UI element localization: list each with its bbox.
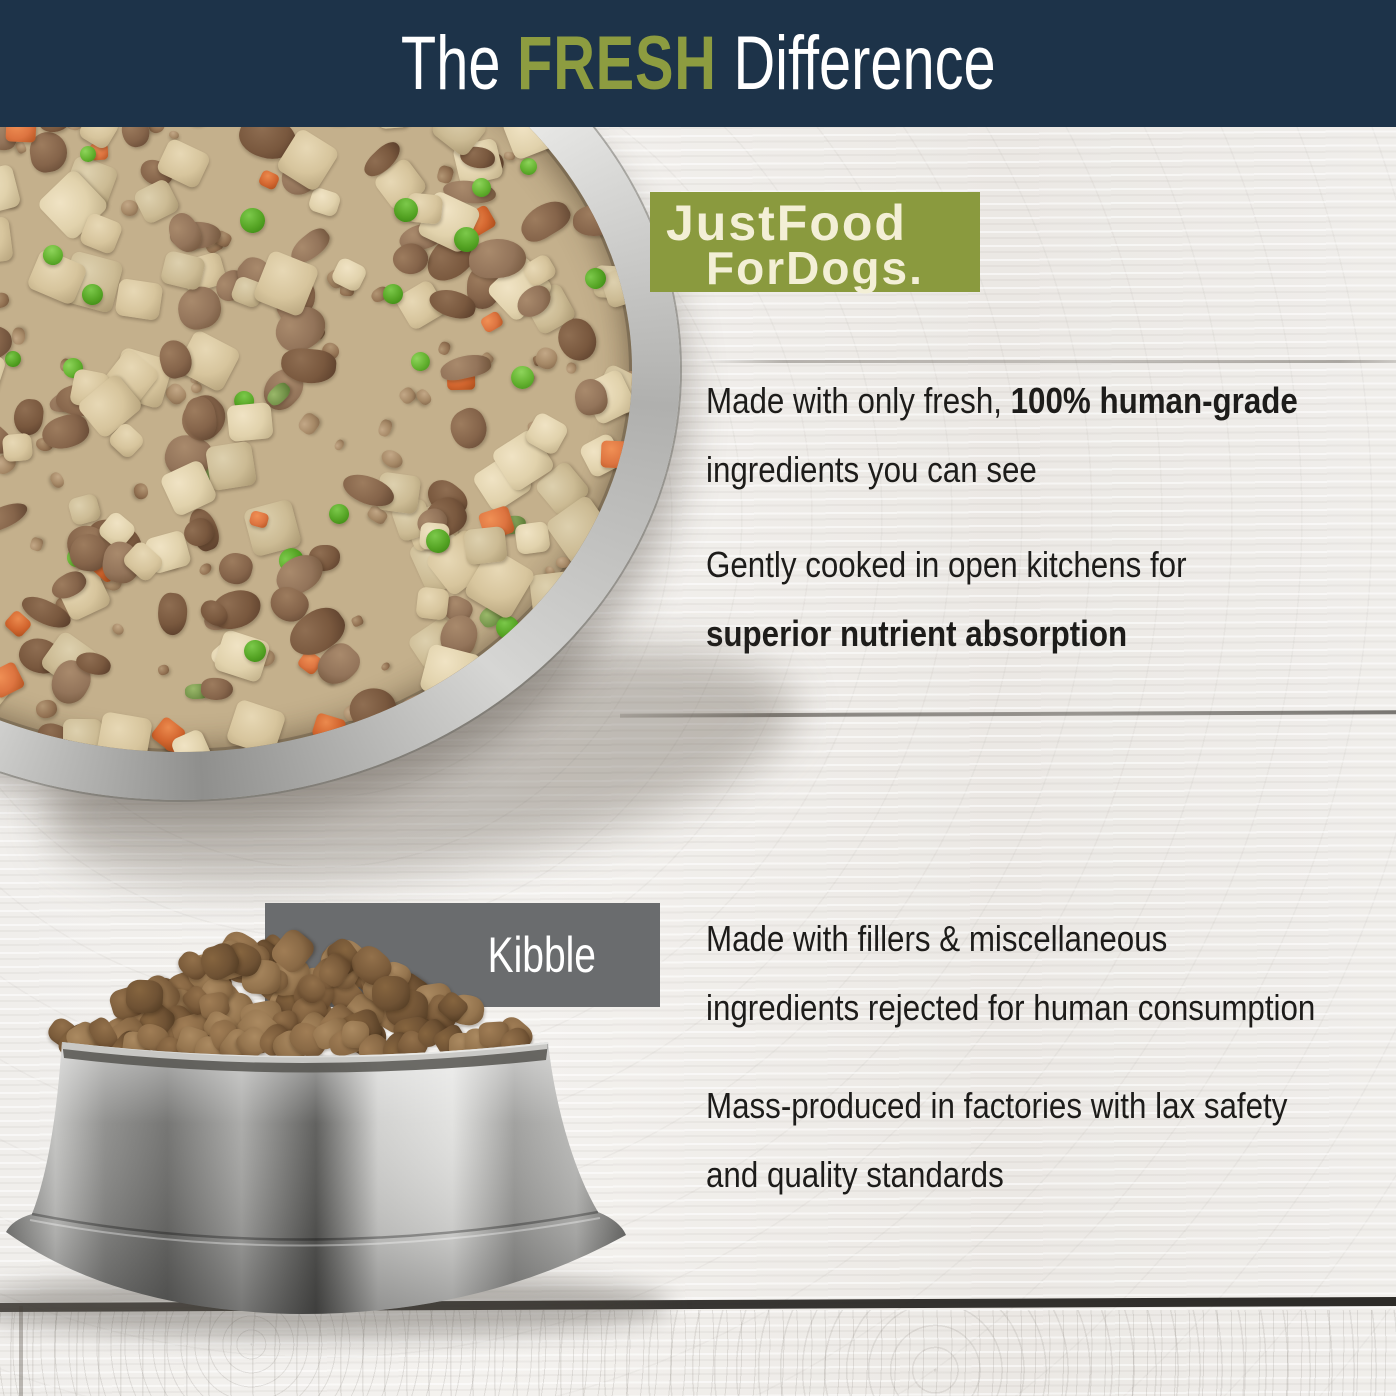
food-piece — [306, 185, 342, 218]
kibble-label: Kibble — [487, 927, 596, 983]
food-piece — [533, 344, 561, 372]
fresh-point-1-bold: 100% human-grade — [1010, 380, 1298, 421]
food-piece — [157, 664, 171, 677]
food-piece — [506, 361, 538, 393]
title-prefix: The — [400, 21, 501, 106]
food-piece — [379, 660, 392, 672]
food-piece — [114, 278, 165, 322]
food-piece — [34, 697, 59, 720]
kibble-point-2-line2: and quality standards — [706, 1154, 1004, 1195]
food-piece — [196, 561, 214, 578]
food-piece — [1, 432, 33, 463]
food-piece — [132, 481, 150, 500]
food-piece — [0, 290, 11, 310]
bowl-foot-crease — [31, 1210, 599, 1241]
food-piece — [529, 570, 580, 616]
food-piece — [495, 615, 521, 641]
food-piece — [573, 204, 621, 237]
food-piece — [296, 410, 322, 438]
food-piece — [444, 403, 495, 455]
food-piece — [514, 193, 576, 248]
kibble-point-1-line2: ingredients rejected for human consumpti… — [706, 987, 1316, 1028]
food-piece — [333, 438, 346, 452]
wood-speckle-texture — [0, 1310, 1396, 1396]
food-piece — [0, 660, 26, 700]
food-piece — [11, 328, 26, 346]
food-piece — [257, 169, 281, 192]
food-piece — [110, 621, 126, 637]
bowl-rim-highlight — [62, 1042, 548, 1063]
food-piece — [216, 549, 256, 589]
food-piece — [463, 526, 508, 565]
food-piece — [226, 401, 274, 442]
food-piece — [48, 470, 67, 491]
fresh-point-2: Gently cooked in open kitchens for superi… — [706, 530, 1367, 668]
food-piece — [0, 215, 14, 266]
kibble-point-2-line1: Mass-produced in factories with lax safe… — [706, 1085, 1288, 1126]
kibble-bowl-photo — [6, 1042, 626, 1314]
bowl-foot-highlight — [29, 1217, 601, 1247]
kibble-point-1-line1: Made with fillers & miscellaneous — [706, 918, 1168, 959]
kibble-point-2: Mass-produced in factories with lax safe… — [706, 1071, 1367, 1209]
fresh-point-1-line2: ingredients you can see — [706, 449, 1037, 490]
food-piece — [565, 362, 578, 375]
food-piece — [94, 711, 153, 752]
page-title: The FRESH Difference — [401, 20, 996, 107]
food-piece — [310, 711, 347, 744]
food-piece — [238, 207, 266, 235]
fresh-point-1: Made with only fresh, 100% human-grade in… — [706, 366, 1367, 504]
food-piece — [409, 349, 433, 374]
food-piece — [161, 208, 207, 258]
header-bar: The FRESH Difference — [0, 0, 1396, 127]
food-piece — [371, 976, 411, 1012]
food-piece — [415, 586, 451, 622]
bowl-inner-rim — [62, 1042, 548, 1073]
fresh-point-2-bold: superior nutrient absorption — [706, 613, 1128, 654]
food-piece — [342, 679, 403, 738]
food-piece — [125, 979, 164, 1015]
food-piece — [4, 350, 23, 369]
food-piece — [349, 613, 365, 628]
brand-line1: JustFood — [666, 195, 907, 251]
food-piece — [326, 501, 351, 527]
food-piece — [204, 440, 257, 491]
food-piece — [378, 447, 406, 473]
fresh-point-1-normal: Made with only fresh, — [706, 380, 1011, 421]
title-highlight: FRESH — [516, 21, 717, 106]
fresh-point-2-line1: Gently cooked in open kitchens for — [706, 544, 1187, 585]
food-piece — [600, 440, 631, 469]
food-piece — [514, 521, 551, 556]
food-piece — [156, 592, 189, 636]
plank-gap-line-top — [700, 360, 1396, 363]
kibble-point-1: Made with fillers & miscellaneous ingredi… — [706, 904, 1367, 1042]
food-piece — [0, 163, 21, 217]
food-piece — [436, 340, 452, 357]
brand-line2: ForDogs. — [706, 242, 924, 294]
title-suffix: Difference — [733, 21, 996, 106]
food-piece — [0, 497, 32, 538]
food-piece — [28, 535, 45, 553]
food-piece — [200, 677, 234, 701]
brand-badge: JustFood ForDogs. — [650, 192, 980, 292]
plank-joint-vertical — [19, 1306, 23, 1396]
food-piece — [12, 397, 46, 437]
food-piece — [225, 698, 287, 752]
food-piece — [414, 387, 434, 407]
food-piece — [479, 310, 505, 335]
food-piece — [376, 417, 395, 438]
